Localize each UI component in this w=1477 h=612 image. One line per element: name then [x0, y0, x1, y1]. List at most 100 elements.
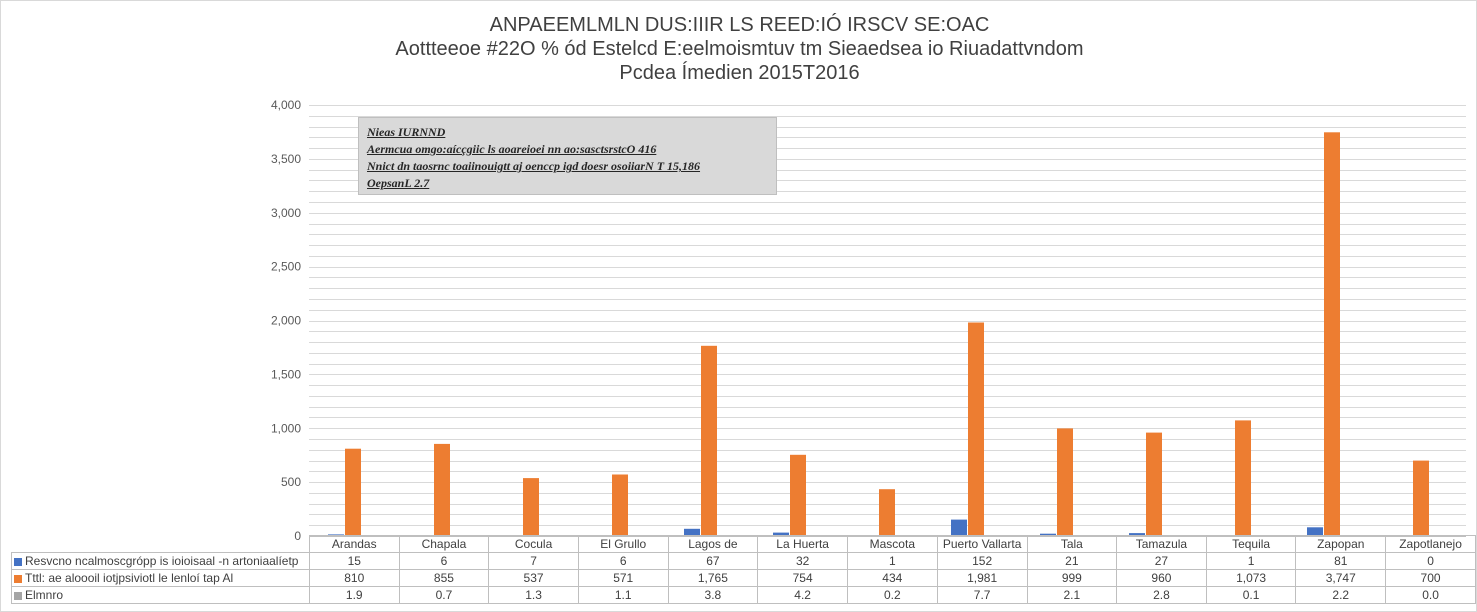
bar-series-1	[1129, 533, 1145, 536]
annotation-line-1: Nieas IURNND	[367, 125, 446, 139]
bar-series-1	[1040, 533, 1056, 536]
table-row-series-1: Resvcno ncalmoscgrópp is ioioisaal -n ar…	[11, 552, 1476, 570]
y-tick-label: 2,500	[271, 260, 301, 274]
bar-series-1	[773, 532, 789, 536]
chart-title-line-1: ANPAEEMLMLN DUS:IIIR LS REED:IÓ IRSCV SE…	[489, 14, 990, 36]
data-label: 32	[757, 552, 848, 570]
data-label: 6	[398, 552, 490, 570]
legend-swatch	[14, 574, 22, 583]
x-tick-label: Zapotlanejo	[1385, 535, 1476, 553]
data-label: 21	[1026, 552, 1118, 570]
bar-series-2	[1235, 420, 1251, 536]
x-tick-label: Tequila	[1205, 535, 1297, 553]
bar-series-2	[1146, 432, 1162, 536]
y-tick-label: 0	[294, 529, 301, 543]
x-tick-label: Zapopan	[1295, 535, 1387, 553]
table-row-series-2: Tttl: ae aloooil iotjpsiviotl le lenloí …	[11, 569, 1476, 587]
table-corner	[12, 536, 310, 553]
data-label: 3,747	[1295, 569, 1387, 587]
x-tick-label: Lagos de	[667, 535, 759, 553]
chart-title-line-3: Pcdea Ímedien 2015T2016	[619, 62, 860, 84]
x-tick-label: Tala	[1026, 535, 1118, 553]
bar-series-2	[879, 489, 895, 536]
chart-title-line-2: Aottteeoe #22O % ód Estelcd E:eelmoismtu…	[395, 38, 1084, 60]
data-label: 855	[398, 569, 490, 587]
data-label: 0.0	[1385, 586, 1476, 604]
x-tick-label: Arandas	[308, 535, 400, 553]
data-label: 960	[1116, 569, 1207, 587]
data-label: 999	[1026, 569, 1118, 587]
data-label: 1	[846, 552, 938, 570]
legend-swatch	[14, 591, 22, 600]
data-label: 7	[488, 552, 579, 570]
bar-series-1	[684, 528, 700, 536]
bar-series-2	[523, 478, 539, 536]
table-row-series-3: Elmnro 1.9 0.7 1.3 1.1 3.8 4.2 0.2 7.7 2.1 2.8 0.1 2…	[11, 586, 1476, 604]
data-label: 1.3	[488, 586, 579, 604]
data-label: 571	[577, 569, 669, 587]
x-tick-label: El Grullo	[577, 535, 669, 553]
bar-series-1	[951, 519, 967, 536]
data-label: 1,765	[667, 569, 759, 587]
data-label: 6	[577, 552, 669, 570]
table-header-row: Arandas Chapala Cocula El Grullo Lagos de La …	[12, 535, 1476, 553]
data-label: 4.2	[757, 586, 848, 604]
annotation-line-2: Aermcua omgo:aícçgiic ls aoareioei nn ao…	[367, 142, 657, 156]
data-label: 2.8	[1116, 586, 1207, 604]
y-tick-label: 4,000	[271, 98, 301, 112]
data-label: 0.7	[398, 586, 490, 604]
data-label: 0.2	[846, 586, 938, 604]
data-label: 67	[667, 552, 759, 570]
legend-swatch	[14, 557, 22, 566]
data-label: 1.1	[577, 586, 669, 604]
data-label: 1,073	[1205, 569, 1297, 587]
bar-series-2	[434, 443, 450, 536]
data-label: 537	[488, 569, 579, 587]
x-tick-label: Puerto Vallarta	[936, 535, 1028, 553]
x-tick-label: La Huerta	[757, 535, 848, 553]
bar-series-2	[1057, 428, 1073, 536]
data-label: 3.8	[667, 586, 759, 604]
legend-entry: Tttl: ae aloooil iotjpsiviotl le lenloí …	[11, 569, 310, 587]
bar-series-2	[968, 322, 984, 536]
annotation-box: Nieas IURNND Aermcua omgo:aícçgiic ls ao…	[358, 117, 777, 195]
data-label: 754	[757, 569, 848, 587]
legend-entry: Elmnro	[11, 586, 310, 604]
data-label: 1,981	[936, 569, 1028, 587]
y-tick-label: 3,000	[271, 206, 301, 220]
data-label: 2.2	[1295, 586, 1387, 604]
data-label: 1.9	[308, 586, 400, 604]
y-tick-label: 1,500	[271, 367, 301, 381]
bar-series-2	[1413, 460, 1429, 536]
data-label: 810	[308, 569, 400, 587]
bar-series-2	[1324, 132, 1340, 537]
data-label: 700	[1385, 569, 1476, 587]
legend-label: Resvcno ncalmoscgrópp is ioioisaal -n ar…	[25, 554, 299, 568]
y-tick-label: 1,000	[271, 421, 301, 435]
data-label: 7.7	[936, 586, 1028, 604]
data-label: 27	[1116, 552, 1207, 570]
bar-series-2	[345, 448, 361, 536]
annotation-line-3: Nnict dn taosrnc toaiinouigtt aj oenccp …	[367, 159, 701, 173]
data-label: 0.1	[1205, 586, 1297, 604]
x-tick-label: Tamazula	[1116, 535, 1207, 553]
data-table: Arandas Chapala Cocula El Grullo Lagos de La …	[11, 535, 1476, 604]
y-tick-label: 3,500	[271, 152, 301, 166]
data-label: 1	[1205, 552, 1297, 570]
x-tick-label: Cocula	[488, 535, 579, 553]
data-label: 0	[1385, 552, 1476, 570]
legend-entry: Resvcno ncalmoscgrópp is ioioisaal -n ar…	[11, 552, 310, 570]
bar-series-1	[1307, 527, 1323, 536]
x-tick-label: Chapala	[398, 535, 490, 553]
y-tick-label: 2,000	[271, 314, 301, 328]
annotation-line-4: OepsanL 2.7	[367, 176, 430, 190]
bar-series-2	[790, 454, 806, 536]
legend-label: Tttl: ae aloooil iotjpsiviotl le lenloí …	[25, 571, 234, 585]
data-label: 152	[936, 552, 1028, 570]
bar-series-2	[612, 474, 628, 536]
data-label: 15	[308, 552, 400, 570]
legend-label: Elmnro	[25, 588, 64, 602]
bar-series-2	[701, 345, 717, 536]
